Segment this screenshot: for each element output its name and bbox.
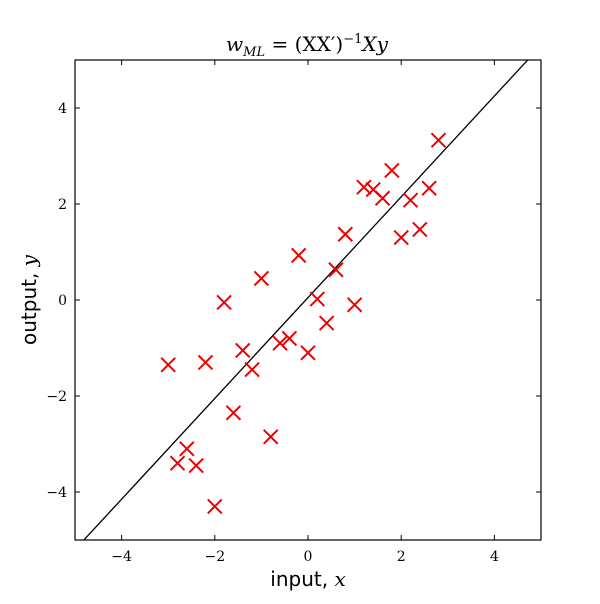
data-point: [300, 345, 316, 361]
data-point-stroke: [169, 455, 186, 471]
data-point: [346, 297, 363, 313]
y-axis-label-text: output,: [17, 266, 41, 345]
data-point: [225, 405, 242, 421]
x-tick-label: −4: [111, 549, 132, 565]
chart-title-w: w: [226, 32, 243, 56]
data-point: [412, 221, 428, 238]
data-point: [160, 357, 176, 373]
chart-title-middle: = (XX′): [265, 32, 343, 56]
data-point: [253, 270, 270, 287]
data-point-stroke: [356, 179, 372, 195]
data-point-stroke: [346, 297, 363, 313]
data-point: [309, 291, 326, 307]
x-tick-label: 0: [304, 549, 313, 565]
data-point-stroke: [384, 162, 400, 179]
x-tick-label: −2: [204, 549, 225, 565]
data-point-stroke: [207, 498, 223, 515]
chart-title-superscript: −1: [343, 32, 362, 47]
axes-frame: [74, 59, 542, 541]
data-point-stroke: [272, 335, 288, 351]
data-point-stroke: [179, 441, 195, 457]
x-axis-label-text: input,: [270, 567, 334, 591]
data-point: [328, 262, 344, 278]
y-axis-label: output, y: [17, 254, 41, 345]
data-point-stroke: [216, 294, 232, 311]
y-tick-label: 2: [58, 197, 67, 213]
data-point-stroke: [318, 315, 335, 331]
data-point-stroke: [244, 361, 260, 378]
data-point: [188, 457, 204, 474]
data-point: [179, 441, 195, 457]
data-point: [402, 192, 419, 208]
data-point-stroke: [402, 192, 419, 208]
data-point-stroke: [309, 291, 326, 307]
data-point: [393, 229, 409, 246]
data-point-stroke: [393, 229, 409, 246]
data-point: [216, 294, 232, 311]
data-point-stroke: [412, 221, 428, 238]
data-point: [235, 342, 251, 359]
data-point-stroke: [374, 190, 391, 206]
x-axis-label-var: x: [334, 567, 345, 591]
data-point: [374, 190, 391, 206]
data-point-stroke: [188, 457, 204, 474]
data-point-stroke: [430, 132, 447, 148]
data-point-stroke: [300, 345, 316, 361]
y-axis-label-var: y: [17, 254, 41, 267]
data-point-stroke: [160, 357, 176, 373]
data-point: [356, 179, 372, 195]
data-point-stroke: [263, 429, 279, 445]
data-point: [318, 315, 335, 331]
chart-title-subscript: ML: [242, 45, 265, 60]
data-point: [290, 247, 307, 264]
data-point-stroke: [253, 270, 270, 287]
data-point: [430, 132, 447, 148]
data-point-stroke: [197, 354, 214, 371]
data-point: [272, 335, 288, 351]
data-point: [421, 180, 437, 196]
data-point-stroke: [421, 180, 437, 196]
data-point-stroke: [328, 262, 344, 278]
data-point: [384, 162, 400, 179]
y-tick-label: −4: [46, 485, 67, 501]
x-tick-label: 4: [490, 549, 499, 565]
data-point: [207, 498, 223, 515]
data-point-stroke: [337, 226, 353, 242]
chart-title-tail: Xy: [360, 32, 388, 56]
data-point-stroke: [365, 181, 381, 198]
data-point-stroke: [290, 247, 307, 264]
data-point: [281, 330, 298, 347]
data-point: [244, 361, 260, 378]
x-axis-label: input, x: [270, 567, 345, 591]
y-tick-label: −2: [46, 389, 67, 405]
fit-line: [82, 60, 529, 540]
y-tick-label: 4: [58, 101, 67, 117]
data-point: [263, 429, 279, 445]
data-point-stroke: [281, 330, 298, 347]
ticks: −4 −2 0 2 4 −4 −2 0 2 4: [46, 60, 541, 565]
plot-area: [82, 60, 529, 540]
data-point: [197, 354, 214, 371]
y-tick-label: 0: [58, 293, 67, 309]
data-point-stroke: [225, 405, 242, 421]
chart-title: wML = (XX′)−1Xy: [226, 32, 389, 60]
data-point: [169, 455, 186, 471]
data-point-stroke: [235, 342, 251, 359]
data-point: [337, 226, 353, 242]
x-tick-label: 2: [397, 549, 406, 565]
